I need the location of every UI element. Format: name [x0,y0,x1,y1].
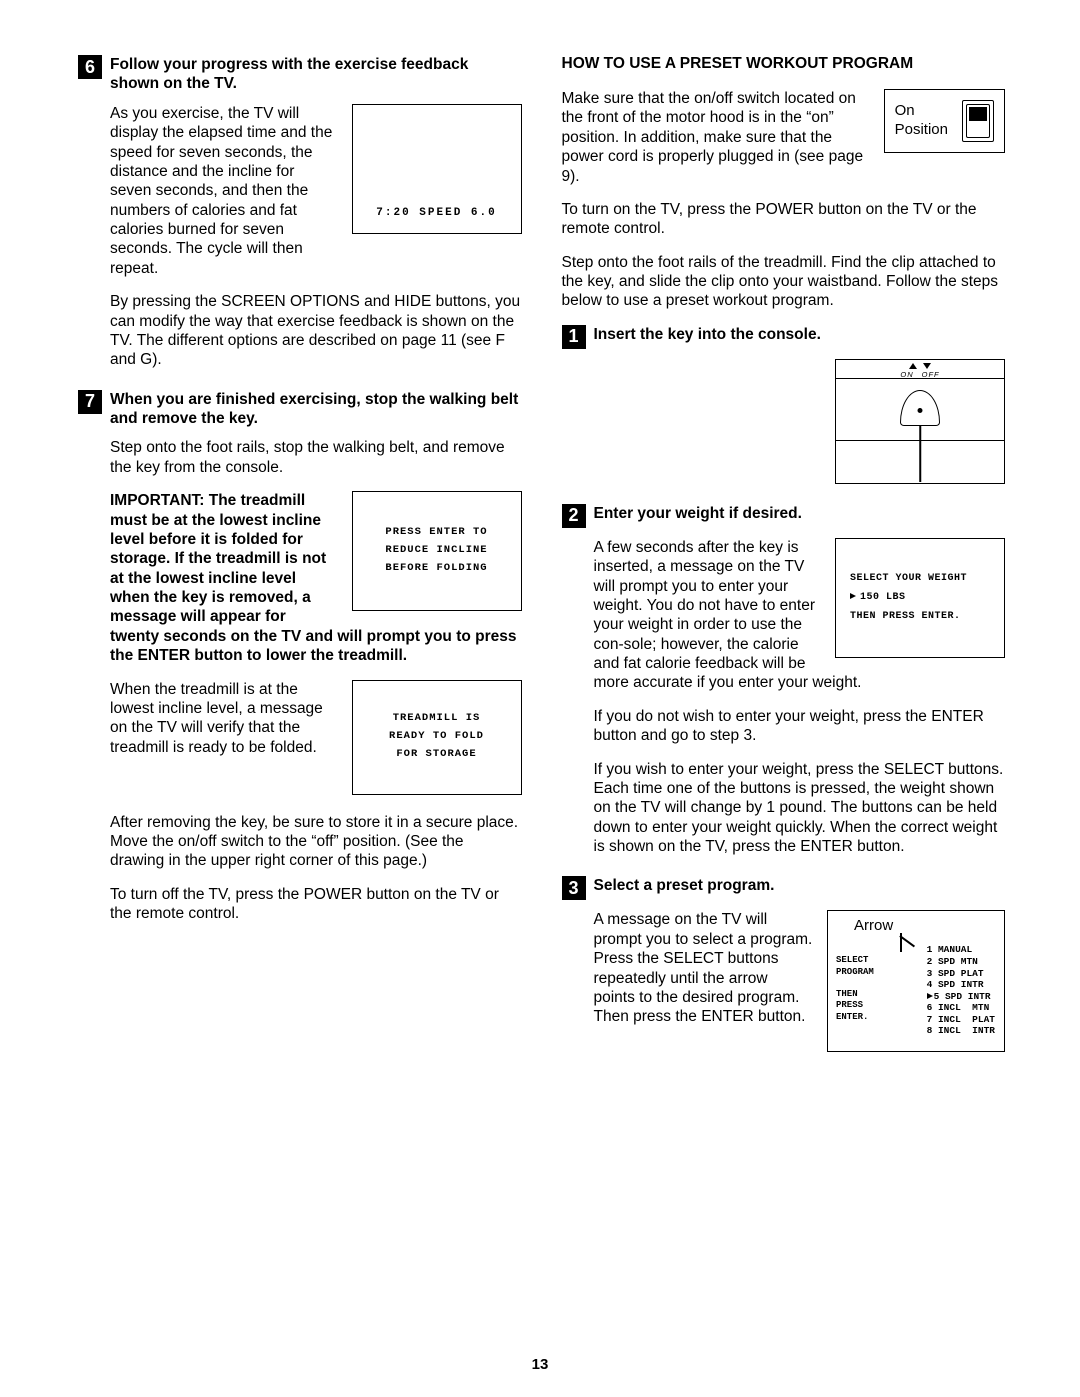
intro-p3: Step onto the foot rails of the treadmil… [562,253,1006,311]
preset-step-2: 2 Enter your weight if desired. SELECT Y… [562,504,1006,857]
step-number-6: 6 [78,55,102,79]
step-7-title: When you are finished exercising, stop t… [110,390,522,429]
preset2-p2: If you do not wish to enter your weight,… [594,707,1006,746]
step7-p4: To turn off the TV, press the POWER butt… [110,885,522,924]
step7-p3: After removing the key, be sure to store… [110,813,522,871]
step-7-body: Step onto the foot rails, stop the walki… [110,438,522,923]
down-triangle-icon [923,363,931,369]
page-columns: 6 Follow your progress with the exercise… [78,55,1005,1072]
step-7: 7 When you are finished exercising, stop… [78,390,522,924]
tv-display-weight: SELECT YOUR WEIGHT 150 LBS THEN PRESS EN… [835,538,1005,658]
tv-display-speed: 7:20 SPEED 6.0 [352,104,522,234]
arrow-right-icon [850,593,856,599]
selection-arrow-icon [927,993,933,999]
program-list: 1 MANUAL 2 SPD MTN 3 SPD PLAT 4 SPD INTR… [927,944,995,1037]
step-6: 6 Follow your progress with the exercise… [78,55,522,370]
preset-step-number-1: 1 [562,325,586,349]
preset-step-number-2: 2 [562,504,586,528]
preset-step-3-title: Select a preset program. [594,876,775,895]
tv-display-programs: Arrow SELECT PROGRAM THEN PRESS ENTER. 1… [827,910,1005,1052]
tv-display-fold-warning: PRESS ENTER TO REDUCE INCLINE BEFORE FOL… [352,491,522,611]
console-illustration: ONOFF [835,359,1005,484]
left-column: 6 Follow your progress with the exercise… [78,55,522,1072]
preset-step-1: 1 Insert the key into the console. ONOFF [562,325,1006,484]
step6-p2: By pressing the SCREEN OPTIONS and HIDE … [110,292,522,370]
step-6-body: 7:20 SPEED 6.0 As you exercise, the TV w… [110,104,522,370]
page-number: 13 [0,1356,1080,1373]
right-column: HOW TO USE A PRESET WORKOUT PROGRAM On P… [562,55,1006,1072]
tv-display-ready-fold: TREADMILL IS READY TO FOLD FOR STORAGE [352,680,522,795]
preset-step-2-title: Enter your weight if desired. [594,504,802,523]
step-number-7: 7 [78,390,102,414]
program-instruction: SELECT PROGRAM THEN PRESS ENTER. [836,955,874,1023]
switch-illustration: On Position [884,89,1005,153]
preset-step-number-3: 3 [562,876,586,900]
preset2-p3: If you wish to enter your weight, press … [594,760,1006,857]
step-6-title: Follow your progress with the exercise f… [110,55,522,94]
step7-p1: Step onto the foot rails, stop the walki… [110,438,522,477]
intro-p2: To turn on the TV, press the POWER butto… [562,200,1006,239]
arrow-label: Arrow [854,917,893,934]
preset-step-3: 3 Select a preset program. Arrow SELECT … [562,876,1006,1052]
power-switch-icon [962,100,994,142]
preset-step-1-title: Insert the key into the console. [594,325,821,344]
intro-block: On Position Make sure that the on/off sw… [562,89,1006,311]
up-triangle-icon [909,363,917,369]
preset-heading: HOW TO USE A PRESET WORKOUT PROGRAM [562,55,1006,73]
